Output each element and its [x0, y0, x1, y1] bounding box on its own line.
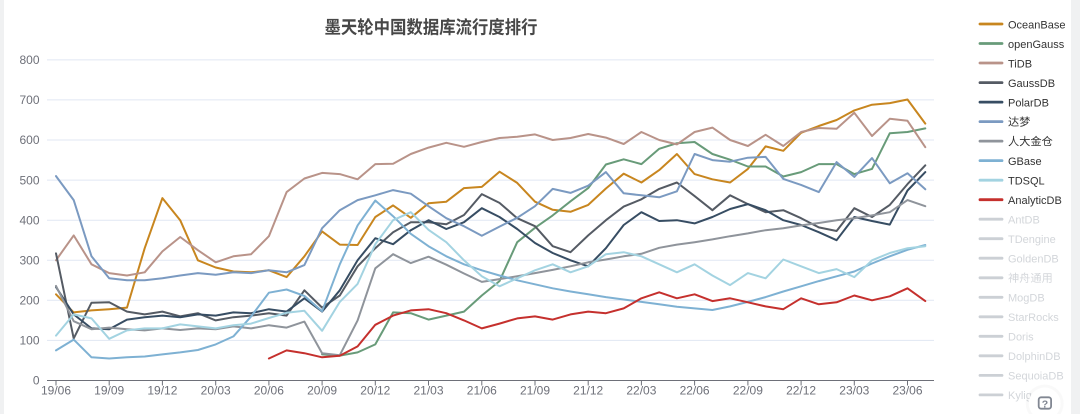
svg-text:300: 300 — [19, 254, 39, 268]
svg-text:22/09: 22/09 — [733, 384, 763, 398]
svg-text:GBase: GBase — [1008, 156, 1042, 168]
svg-text:600: 600 — [19, 133, 39, 147]
svg-text:19/12: 19/12 — [147, 384, 177, 398]
svg-text:TiDB: TiDB — [1008, 58, 1032, 70]
svg-text:20/12: 20/12 — [360, 384, 390, 398]
svg-text:400: 400 — [19, 213, 39, 227]
svg-text:AntDB: AntDB — [1008, 215, 1040, 227]
svg-text:800: 800 — [19, 53, 39, 67]
svg-text:20/03: 20/03 — [201, 384, 231, 398]
svg-text:OceanBase: OceanBase — [1008, 19, 1065, 31]
svg-text:23/06: 23/06 — [892, 384, 922, 398]
svg-text:19/09: 19/09 — [94, 384, 124, 398]
svg-text:20/06: 20/06 — [254, 384, 284, 398]
svg-text:PolarDB: PolarDB — [1008, 97, 1049, 109]
svg-text:openGauss: openGauss — [1008, 39, 1065, 51]
svg-text:22/06: 22/06 — [680, 384, 710, 398]
svg-text:20/09: 20/09 — [307, 384, 337, 398]
svg-text:MogDB: MogDB — [1008, 293, 1045, 305]
svg-text:22/12: 22/12 — [786, 384, 816, 398]
svg-text:23/03: 23/03 — [839, 384, 869, 398]
svg-text:AnalyticDB: AnalyticDB — [1008, 195, 1062, 207]
svg-text:Doris: Doris — [1008, 332, 1034, 344]
svg-text:100: 100 — [19, 334, 39, 348]
svg-text:19/06: 19/06 — [41, 384, 71, 398]
svg-text:0: 0 — [33, 374, 40, 388]
svg-text:200: 200 — [19, 294, 39, 308]
svg-text:22/03: 22/03 — [626, 384, 656, 398]
svg-text:StarRocks: StarRocks — [1008, 312, 1059, 324]
svg-text:700: 700 — [19, 93, 39, 107]
svg-text:21/03: 21/03 — [413, 384, 443, 398]
svg-text:500: 500 — [19, 173, 39, 187]
svg-text:GaussDB: GaussDB — [1008, 78, 1055, 90]
svg-text:21/09: 21/09 — [520, 384, 550, 398]
svg-text:DolphinDB: DolphinDB — [1008, 351, 1061, 363]
svg-text:?: ? — [1042, 398, 1048, 410]
svg-text:TDengine: TDengine — [1008, 234, 1056, 246]
svg-text:21/06: 21/06 — [467, 384, 497, 398]
svg-text:21/12: 21/12 — [573, 384, 603, 398]
svg-text:SequoiaDB: SequoiaDB — [1008, 371, 1064, 383]
svg-text:TDSQL: TDSQL — [1008, 176, 1045, 188]
svg-text:GoldenDB: GoldenDB — [1008, 254, 1059, 266]
